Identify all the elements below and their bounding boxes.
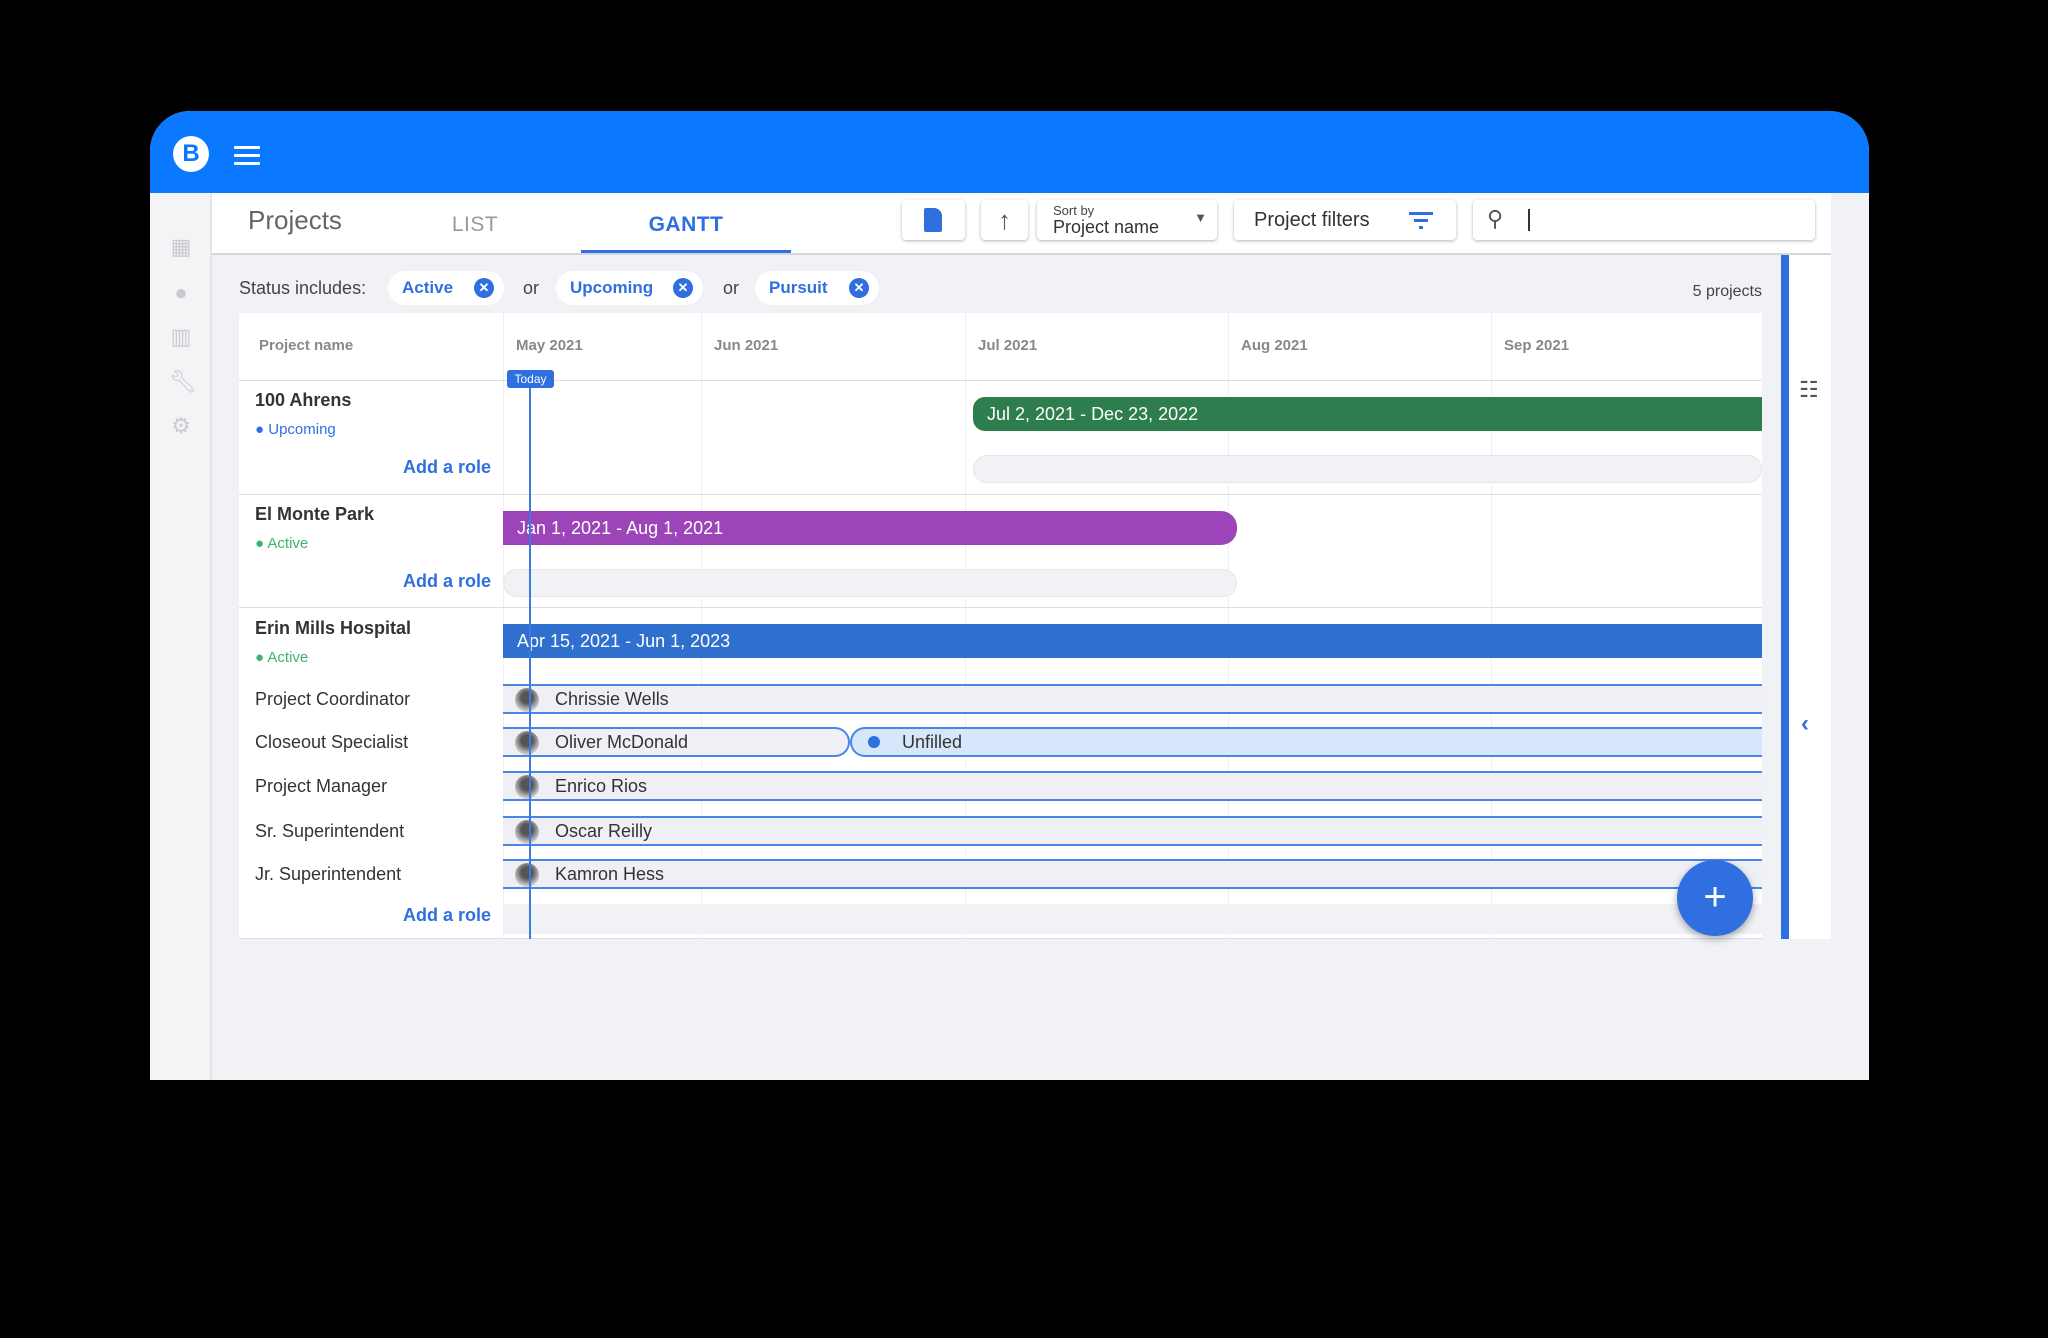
search-input[interactable]: ⚲: [1473, 200, 1815, 240]
chip-label: Pursuit: [769, 278, 828, 297]
remove-chip-icon[interactable]: ✕: [673, 278, 693, 298]
assignment-bar[interactable]: Chrissie Wells: [503, 684, 1762, 714]
sort-label: Sort by: [1053, 203, 1095, 218]
person-icon[interactable]: ●: [174, 280, 188, 305]
wrench-icon[interactable]: 🔧︎: [169, 369, 197, 394]
status-label: ● Active: [255, 649, 309, 666]
role-label: Closeout Specialist: [255, 732, 409, 752]
panel-resize-handle[interactable]: [1781, 255, 1789, 939]
assignment-bar[interactable]: Oscar Reilly: [503, 816, 1762, 846]
assignment-bar[interactable]: Kamron Hess: [503, 859, 1762, 889]
add-button[interactable]: +: [1677, 860, 1753, 936]
menu-icon[interactable]: [234, 146, 260, 166]
role-label: Project Manager: [255, 776, 388, 796]
top-bar: Projects LIST GANTT ↑ Sort by Project na…: [212, 193, 1831, 255]
avatar: [515, 863, 539, 887]
text-cursor: [1528, 209, 1530, 231]
filter-chip-pursuit: Pursuit ✕: [755, 271, 879, 305]
unfilled-bar[interactable]: Unfilled: [850, 727, 1762, 757]
empty-role-bar: [503, 904, 1762, 934]
gear-icon[interactable]: ⚙: [171, 413, 191, 438]
project-name[interactable]: El Monte Park: [255, 504, 375, 524]
building-icon[interactable]: ▥: [170, 324, 192, 349]
month-label: Jul 2021: [978, 337, 1038, 354]
project-bar[interactable]: Jul 2, 2021 - Dec 23, 2022: [973, 397, 1762, 431]
chip-label: Upcoming: [570, 278, 654, 297]
chevron-down-icon: ▼: [1194, 210, 1207, 225]
avatar: [515, 688, 539, 712]
role-label: Sr. Superintendent: [255, 821, 405, 841]
month-label: Sep 2021: [1504, 337, 1570, 354]
assignment-bar[interactable]: Enrico Rios: [503, 771, 1762, 801]
status-filter-label: Status includes:: [239, 278, 367, 298]
arrow-up-icon: ↑: [998, 205, 1011, 235]
export-button[interactable]: [902, 200, 965, 240]
today-line: [529, 370, 531, 939]
filter-icon: [1409, 212, 1433, 229]
sort-select[interactable]: Sort by Project name ▼: [1037, 200, 1217, 240]
remove-chip-icon[interactable]: ✕: [849, 278, 869, 298]
today-badge: Today: [507, 370, 554, 388]
empty-role-bar: [503, 569, 1237, 597]
project-filters-button[interactable]: Project filters: [1234, 200, 1456, 240]
side-panel: ☷ ‹: [1789, 255, 1831, 939]
app-header: B: [150, 111, 1869, 193]
column-header-project-name[interactable]: Project name: [259, 337, 354, 354]
logo[interactable]: B: [173, 136, 209, 172]
status-label: ● Active: [255, 535, 309, 552]
tab-gantt[interactable]: GANTT: [581, 193, 791, 253]
project-name[interactable]: Erin Mills Hospital: [255, 618, 412, 638]
month-label: Jun 2021: [714, 337, 779, 354]
plus-icon: +: [1703, 875, 1727, 919]
add-role-link[interactable]: Add a role: [402, 905, 491, 925]
project-count: 5 projects: [1692, 283, 1762, 300]
sort-value: Project name: [1053, 217, 1160, 237]
chevron-left-icon[interactable]: ‹: [1801, 710, 1809, 737]
filter-chip-active: Active ✕: [388, 271, 504, 305]
project-bar[interactable]: Jan 1, 2021 - Aug 1, 2021: [503, 511, 1237, 545]
avatar: [515, 820, 539, 844]
add-role-link[interactable]: Add a role: [402, 571, 491, 591]
remove-chip-icon[interactable]: ✕: [474, 278, 494, 298]
project-name[interactable]: 100 Ahrens: [255, 390, 352, 410]
add-role-link[interactable]: Add a role: [402, 457, 491, 477]
sort-direction-button[interactable]: ↑: [981, 200, 1028, 240]
sidebar: ▦ ● ▥ 🔧︎ ⚙: [150, 193, 212, 1080]
document-icon: [924, 208, 942, 232]
search-icon: ⚲: [1487, 206, 1504, 231]
empty-role-bar: [973, 455, 1762, 483]
role-label: Project Coordinator: [255, 689, 411, 709]
project-bar[interactable]: Apr 15, 2021 - Jun 1, 2023: [503, 624, 1762, 658]
assignment-bar[interactable]: Oliver McDonald: [503, 727, 850, 757]
month-label: Aug 2021: [1241, 337, 1308, 354]
or-label: or: [523, 278, 540, 298]
role-label: Jr. Superintendent: [255, 864, 402, 884]
avatar: [515, 775, 539, 799]
chip-label: Active: [402, 278, 454, 297]
status-label: ● Upcoming: [255, 421, 336, 438]
dashboard-icon[interactable]: ▦: [170, 234, 192, 259]
tab-list[interactable]: LIST: [451, 213, 499, 236]
app-window: B ▦ ● ▥ 🔧︎ ⚙ Projects LIST GANTT ↑ Sort …: [150, 111, 1869, 1080]
gantt-chart: Project name May 2021 Jun 2021 Jul 2021 …: [239, 313, 1762, 939]
month-label: May 2021: [516, 337, 583, 354]
filter-chip-upcoming: Upcoming ✕: [556, 271, 703, 305]
avatar: [515, 731, 539, 755]
project-filters-label: Project filters: [1254, 209, 1370, 231]
dot-icon: [868, 736, 880, 748]
or-label: or: [723, 278, 740, 298]
page-title: Projects: [248, 205, 342, 235]
sliders-icon[interactable]: ☷: [1799, 377, 1819, 402]
